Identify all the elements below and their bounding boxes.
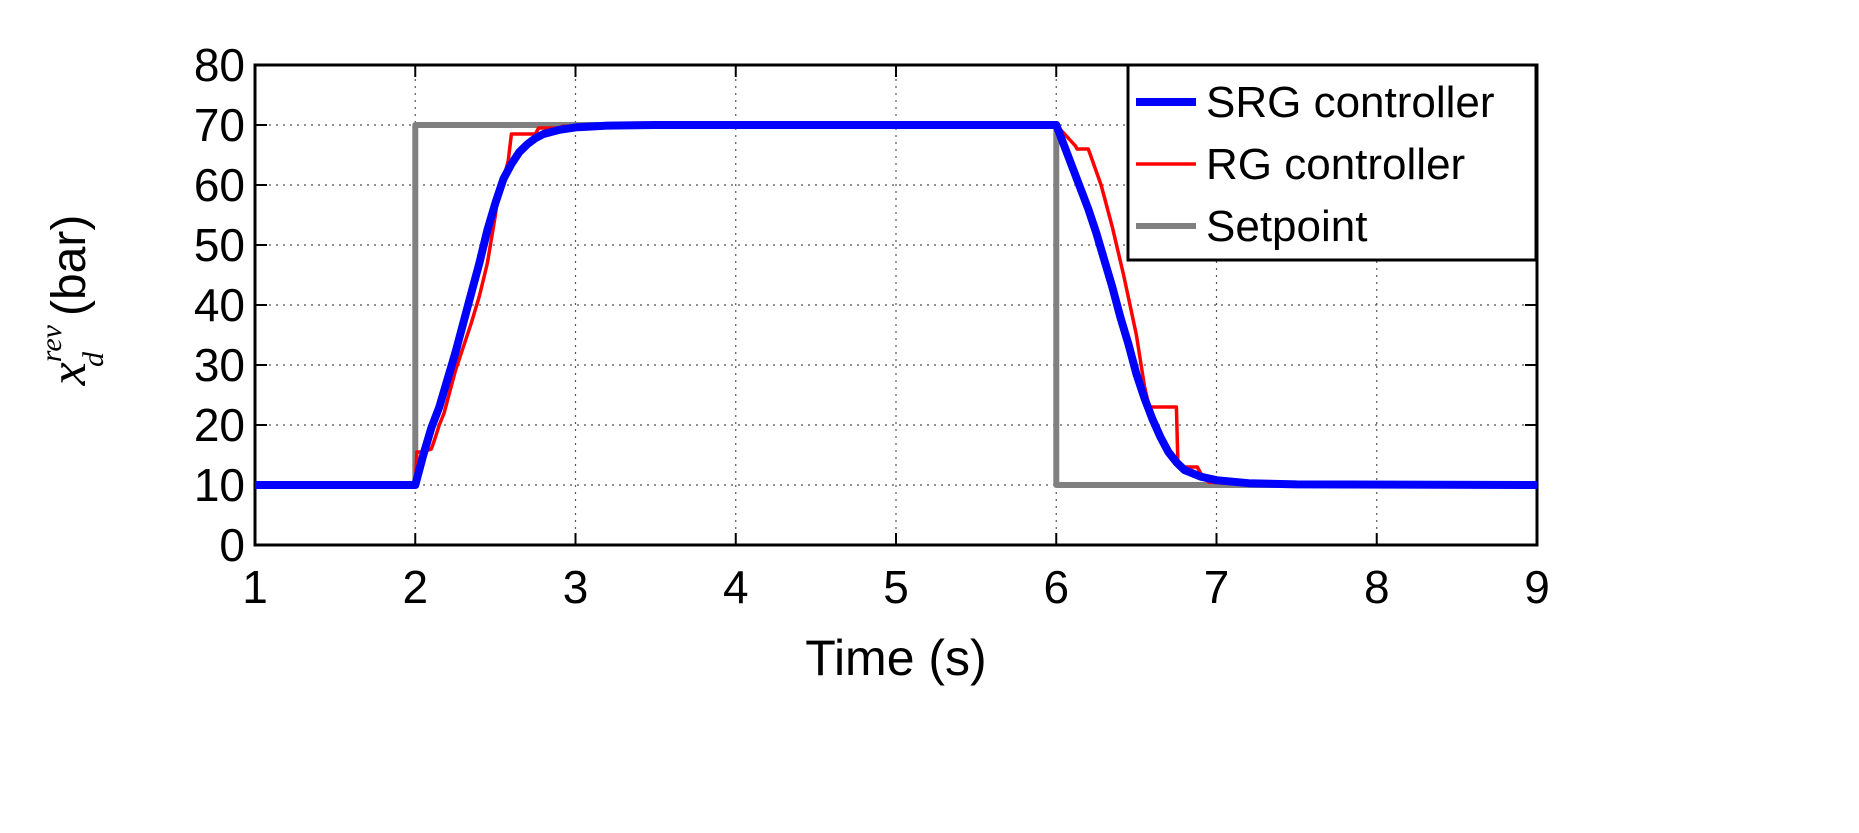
axis-ticks xyxy=(254,64,1538,546)
x-tick-label: 4 xyxy=(723,561,749,613)
x-tick-label: 6 xyxy=(1043,561,1069,613)
y-axis-unit: (bar) xyxy=(43,215,96,316)
y-axis-subscript: d xyxy=(77,351,110,367)
legend-label: SRG controller xyxy=(1206,78,1495,127)
y-tick-label: 20 xyxy=(194,399,245,451)
series-line-srg-controller xyxy=(255,121,1538,489)
y-axis-var: x xyxy=(40,362,97,386)
x-tick-labels: 1 2 3 4 5 6 7 8 9 xyxy=(242,561,1550,613)
y-tick-label: 30 xyxy=(194,339,245,391)
x-tick-label: 8 xyxy=(1364,561,1390,613)
x-tick-label: 2 xyxy=(402,561,428,613)
x-axis-title: Time (s) xyxy=(805,630,986,686)
y-tick-label: 40 xyxy=(194,279,245,331)
x-tick-label: 5 xyxy=(883,561,909,613)
x-tick-label: 3 xyxy=(563,561,589,613)
x-tick-label: 7 xyxy=(1204,561,1230,613)
y-tick-label: 0 xyxy=(219,519,245,571)
legend-entries: SRG controller RG controller Setpoint xyxy=(1136,78,1495,251)
x-tick-label: 9 xyxy=(1524,561,1550,613)
y-axis-title-text: xrev d (bar) xyxy=(35,215,110,387)
legend-label: Setpoint xyxy=(1206,202,1367,251)
y-tick-labels: 0 10 20 30 40 50 60 70 80 xyxy=(194,39,245,571)
legend-label: RG controller xyxy=(1206,140,1465,189)
y-tick-label: 80 xyxy=(194,39,245,91)
y-tick-label: 50 xyxy=(194,219,245,271)
y-axis-superscript: rev xyxy=(35,324,68,362)
y-tick-label: 60 xyxy=(194,159,245,211)
y-tick-label: 70 xyxy=(194,99,245,151)
y-axis-title: xrev d (bar) xyxy=(35,215,110,387)
series-line-rg-controller xyxy=(255,123,1538,487)
legend: SRG controller RG controller Setpoint xyxy=(1126,63,1538,262)
x-tick-label: 1 xyxy=(242,561,268,613)
series xyxy=(255,121,1538,489)
y-tick-label: 10 xyxy=(194,459,245,511)
